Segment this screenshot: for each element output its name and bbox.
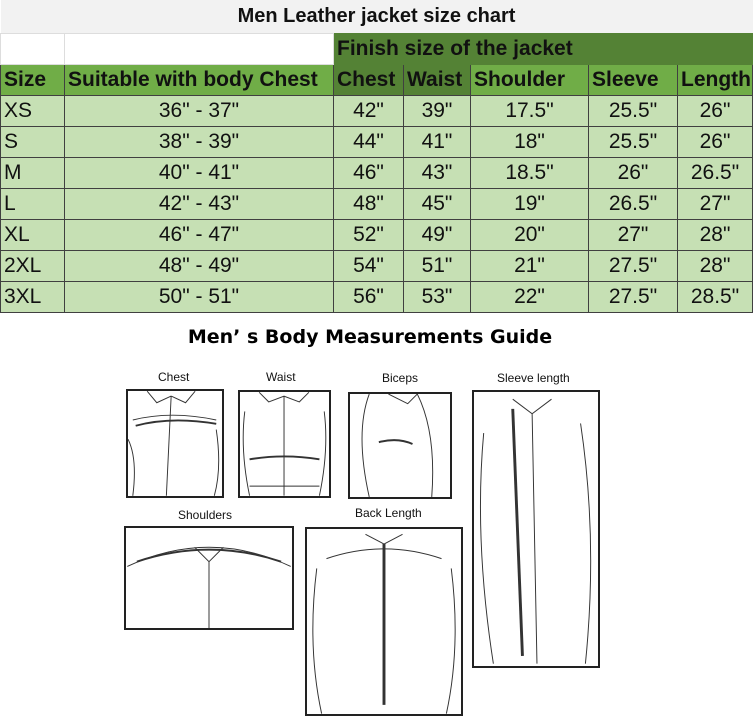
cell-sleeve: 26.5" (588, 187, 678, 220)
shoulders-illustration (124, 526, 294, 630)
label-sleeve-length: Sleeve length (497, 371, 570, 385)
cell-shoulder: 22" (470, 280, 589, 313)
header-row: Size Suitable with body Chest Chest Wais… (0, 63, 754, 96)
table-row: L 42" - 43" 48" 45" 19" 26.5" 27" (0, 187, 754, 220)
cell-chest: 48" (333, 187, 404, 220)
cell-shoulder: 19" (470, 187, 589, 220)
cell-chest: 42" (333, 94, 404, 127)
cell-body-chest: 40" - 41" (64, 156, 334, 189)
cell-size: XS (0, 94, 65, 127)
cell-shoulder: 21" (470, 249, 589, 282)
cell-length: 26" (676, 94, 754, 127)
cell-sleeve: 27.5" (588, 249, 678, 282)
label-chest: Chest (158, 370, 190, 384)
cell-size: L (0, 187, 65, 220)
cell-body-chest: 48" - 49" (64, 249, 334, 282)
guide-title: Men’ s Body Measurements Guide (187, 326, 553, 348)
label-back-length: Back Length (355, 506, 422, 520)
table-row: XS 36" - 37" 42" 39" 17.5" 25.5" 26" (0, 94, 754, 127)
cell-size: S (0, 125, 65, 158)
cell-waist: 53" (403, 280, 471, 313)
cell-size: XL (0, 218, 65, 251)
cell-shoulder: 17.5" (470, 94, 589, 127)
cell-waist: 45" (403, 187, 471, 220)
label-waist: Waist (266, 370, 296, 384)
chest-illustration (126, 389, 224, 498)
chart-title: Men Leather jacket size chart (0, 0, 753, 33)
cell-chest: 46" (333, 156, 404, 189)
cell-shoulder: 20" (470, 218, 589, 251)
col-body-chest: Suitable with body Chest (64, 63, 334, 96)
cell-sleeve: 25.5" (588, 94, 678, 127)
col-shoulder: Shoulder (470, 63, 589, 96)
table-row: M 40" - 41" 46" 43" 18.5" 26" 26.5" (0, 156, 754, 189)
cell-sleeve: 27" (588, 218, 678, 251)
cell-length: 28" (676, 249, 754, 282)
cell-body-chest: 42" - 43" (64, 187, 334, 220)
back-length-illustration (305, 527, 463, 716)
cell-shoulder: 18" (470, 125, 589, 158)
cell-body-chest: 36" - 37" (64, 94, 334, 127)
cell-sleeve: 25.5" (588, 125, 678, 158)
col-length: Length (676, 63, 754, 96)
label-biceps: Biceps (382, 371, 419, 385)
cell-waist: 41" (403, 125, 471, 158)
cell-length: 27" (676, 187, 754, 220)
table-row: 2XL 48" - 49" 54" 51" 21" 27.5" 28" (0, 249, 754, 282)
label-shoulders: Shoulders (178, 508, 233, 522)
cell-shoulder: 18.5" (470, 156, 589, 189)
cell-size: 3XL (0, 280, 65, 313)
col-waist: Waist (403, 63, 471, 96)
cell-size: 2XL (0, 249, 65, 282)
table-row: S 38" - 39" 44" 41" 18" 25.5" 26" (0, 125, 754, 158)
cell-waist: 43" (403, 156, 471, 189)
cell-waist: 39" (403, 94, 471, 127)
col-sleeve: Sleeve (588, 63, 678, 96)
cell-length: 26.5" (676, 156, 754, 189)
cell-chest: 52" (333, 218, 404, 251)
col-chest: Chest (333, 63, 404, 96)
table-row: 3XL 50" - 51" 56" 53" 22" 27.5" 28.5" (0, 280, 754, 313)
cell-chest: 44" (333, 125, 404, 158)
cell-length: 28" (676, 218, 754, 251)
cell-chest: 54" (333, 249, 404, 282)
cell-body-chest: 46" - 47" (64, 218, 334, 251)
cell-size: M (0, 156, 65, 189)
cell-chest: 56" (333, 280, 404, 313)
size-chart-table: Men Leather jacket size chart Finish siz… (0, 0, 754, 313)
col-size: Size (0, 63, 65, 96)
cell-sleeve: 27.5" (588, 280, 678, 313)
cell-waist: 51" (403, 249, 471, 282)
cell-body-chest: 38" - 39" (64, 125, 334, 158)
waist-illustration (238, 390, 331, 498)
table-row: XL 46" - 47" 52" 49" 20" 27" 28" (0, 218, 754, 251)
cell-waist: 49" (403, 218, 471, 251)
group-header: Finish size of the jacket (332, 32, 754, 65)
cell-body-chest: 50" - 51" (64, 280, 334, 313)
sleeve-length-illustration (472, 390, 600, 668)
cell-length: 26" (676, 125, 754, 158)
biceps-illustration (348, 392, 452, 499)
cell-sleeve: 26" (588, 156, 678, 189)
cell-length: 28.5" (676, 280, 754, 313)
